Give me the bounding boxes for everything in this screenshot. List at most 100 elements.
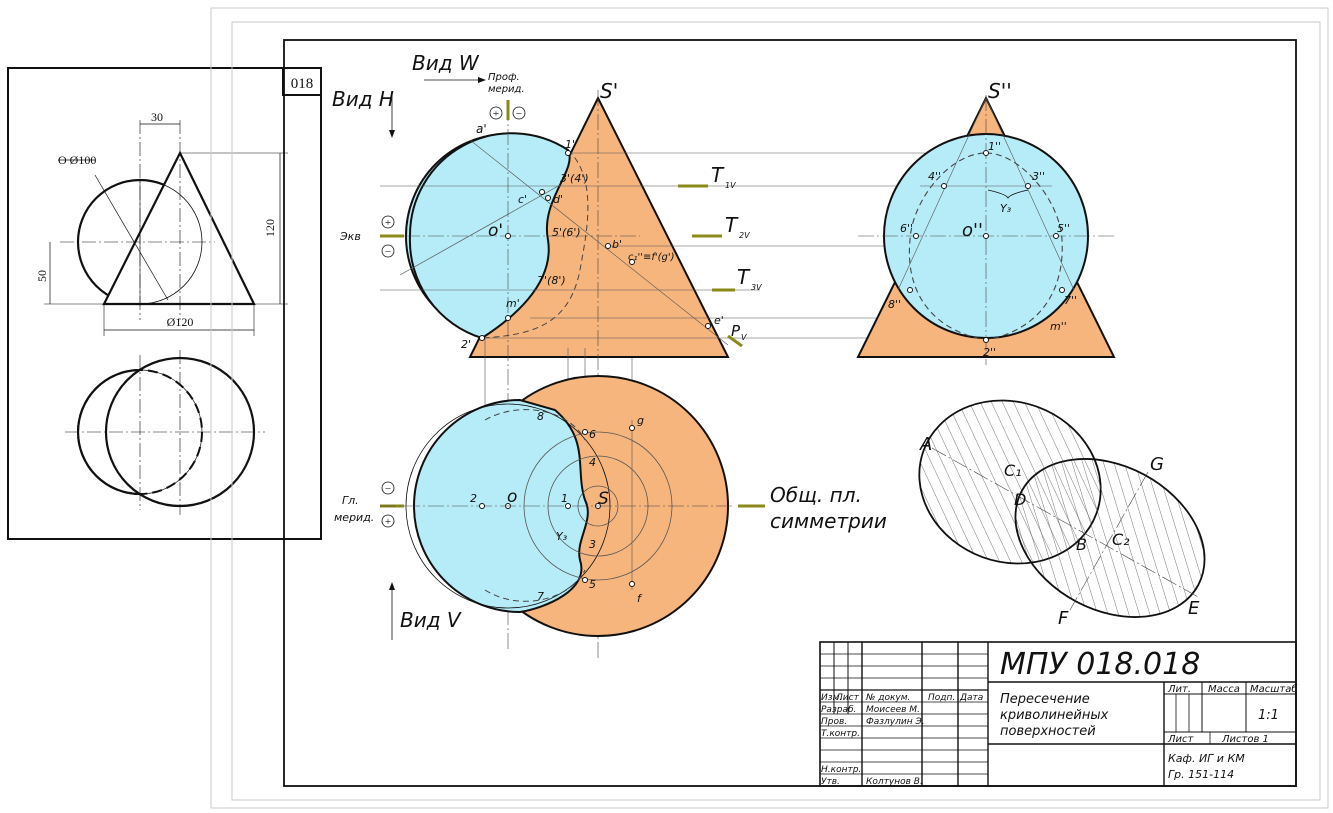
label-1-top: 1 bbox=[561, 492, 568, 505]
label-7-top: 7 bbox=[537, 590, 544, 603]
label-c2-section: C₂ bbox=[1112, 530, 1130, 549]
label-view-v: Вид V bbox=[400, 608, 462, 632]
row-tkontr: Т.контр. bbox=[821, 729, 860, 739]
sign-minus-ekv: − bbox=[385, 246, 391, 258]
label-g-top: g bbox=[637, 414, 644, 427]
sheet-inner-frame bbox=[283, 39, 1297, 787]
label-t3v: T bbox=[737, 265, 751, 289]
label-y3-side: Y₃ bbox=[1000, 202, 1012, 215]
task-card: 018 30 O Ø100 120 50 Ø120 bbox=[7, 67, 322, 540]
label-b-front: b' bbox=[612, 238, 622, 251]
row-razrab-name: Моисеев М. bbox=[866, 705, 920, 715]
sign-minus-gl: − bbox=[385, 483, 391, 495]
label-prof-1: Проф. bbox=[488, 72, 520, 83]
label-2-side: 2'' bbox=[983, 346, 996, 359]
label-a-section: A bbox=[919, 434, 932, 455]
header-izm: Изм. bbox=[821, 693, 842, 703]
section-ellipse-2 bbox=[1014, 458, 1206, 618]
row-razrab: Разраб. bbox=[821, 705, 856, 715]
label-t2v: T bbox=[725, 213, 739, 237]
header-data: Дата bbox=[959, 693, 983, 703]
label-4-top: 4 bbox=[589, 456, 596, 469]
label-e-front: e' bbox=[714, 314, 724, 327]
group: Гр. 151-114 bbox=[1168, 768, 1234, 781]
label-c-front: c' bbox=[518, 193, 527, 206]
label-m-side: m'' bbox=[1050, 320, 1067, 333]
label-d-front: d' bbox=[553, 193, 563, 206]
label-t1v-sub: 1V bbox=[725, 181, 736, 190]
sign-minus-prof: − bbox=[516, 108, 522, 120]
sign-plus-ekv: + bbox=[385, 217, 391, 229]
label-t3v-sub: 3V bbox=[751, 283, 762, 292]
title-block bbox=[819, 641, 1297, 787]
label-t1v: T bbox=[711, 163, 725, 187]
view-annotations: Вид W Вид H Проф. мерид. + − Экв + − Гл.… bbox=[332, 51, 887, 640]
department: Каф. ИГ и КМ bbox=[1168, 752, 1245, 765]
label-1-side: 1'' bbox=[988, 140, 1001, 153]
title-line-2: криволинейных bbox=[1000, 708, 1109, 723]
sheet-label: Лист bbox=[1167, 734, 1195, 745]
task-cone bbox=[102, 150, 256, 306]
sheet-outer-frame bbox=[210, 7, 1329, 809]
label-d-section: D bbox=[1014, 490, 1026, 509]
row-nkontr: Н.контр. bbox=[821, 765, 861, 775]
label-34-front: 3'(4') bbox=[560, 172, 589, 185]
header-masshtab: Масштаб bbox=[1250, 683, 1298, 695]
header-massa: Масса bbox=[1208, 684, 1240, 695]
label-1-front: 1' bbox=[565, 138, 575, 151]
header-podp: Подп. bbox=[928, 693, 955, 703]
label-8-top: 8 bbox=[537, 410, 544, 423]
label-6-side: 6'' bbox=[900, 222, 913, 235]
label-8-side: 8'' bbox=[888, 298, 901, 311]
row-prov: Пров. bbox=[821, 717, 847, 727]
label-o-side: o'' bbox=[962, 220, 983, 241]
sign-plus-prof: + bbox=[493, 108, 499, 120]
label-78-front: 7'(8') bbox=[537, 274, 566, 287]
label-3-top: 3 bbox=[589, 538, 596, 551]
task-dim-sphere: O Ø100 bbox=[58, 153, 96, 167]
label-2-top: 2 bbox=[470, 492, 477, 505]
task-number: 018 bbox=[291, 76, 314, 92]
label-o-front: o' bbox=[488, 221, 503, 241]
plane-trace-pv bbox=[727, 334, 743, 348]
title-line-3: поверхностей bbox=[1000, 724, 1096, 739]
title-block-text: МПУ 018.018 Пересечение криволинейных по… bbox=[821, 647, 1298, 787]
label-view-h: Вид H bbox=[332, 87, 394, 111]
label-o-top: o bbox=[507, 487, 517, 507]
front-view: S' a' o' c' d' b' c₁''≡f'(g') e' m' 1' 2… bbox=[380, 79, 1065, 660]
label-gl-2: мерид. bbox=[334, 511, 374, 524]
section-view: A C₁ D B C₂ G F E bbox=[918, 399, 1206, 629]
label-7-side: 7'' bbox=[1064, 294, 1077, 307]
designation: МПУ 018.018 bbox=[1000, 647, 1200, 682]
label-m-front: m' bbox=[506, 297, 520, 310]
sign-plus-gl: + bbox=[385, 516, 391, 528]
label-s-side: S'' bbox=[988, 79, 1012, 103]
label-56-front: 5'(6') bbox=[552, 226, 581, 239]
label-5-top: 5 bbox=[589, 578, 596, 591]
label-s-front: S' bbox=[600, 79, 618, 103]
label-a-front: a' bbox=[476, 122, 487, 136]
front-intersection-curve bbox=[408, 132, 571, 340]
label-5-side: 5'' bbox=[1057, 222, 1070, 235]
header-list: Лист bbox=[835, 693, 860, 703]
label-cg-front: c₁''≡f'(g') bbox=[628, 252, 675, 263]
label-symmetry-2: симметрии bbox=[770, 509, 887, 533]
label-y3-top: Y₃ bbox=[556, 530, 568, 543]
label-c1-section: C₁ bbox=[1004, 461, 1022, 480]
label-t2v-sub: 2V bbox=[739, 231, 750, 240]
label-e-section: E bbox=[1188, 598, 1200, 619]
label-s-top: S bbox=[598, 489, 609, 509]
side-view: S'' o'' 1'' 2'' 3'' 4'' 5'' 6'' 7'' 8'' … bbox=[856, 79, 1116, 365]
task-dim-d120: Ø120 bbox=[167, 315, 194, 329]
row-utv: Утв. bbox=[821, 777, 840, 787]
row-prov-name: Фазлулин Э. bbox=[866, 717, 925, 727]
label-f-top: f bbox=[637, 592, 643, 605]
label-gl-1: Гл. bbox=[342, 494, 359, 507]
label-2-front: 2' bbox=[461, 338, 471, 351]
label-pv: P bbox=[731, 322, 741, 340]
label-6-top: 6 bbox=[589, 428, 596, 441]
top-view: o S 1 2 3 4 5 6 7 8 g f Y₃ bbox=[380, 375, 735, 637]
sheets-label: Листов 1 bbox=[1221, 734, 1269, 745]
scale-value: 1:1 bbox=[1258, 708, 1279, 723]
